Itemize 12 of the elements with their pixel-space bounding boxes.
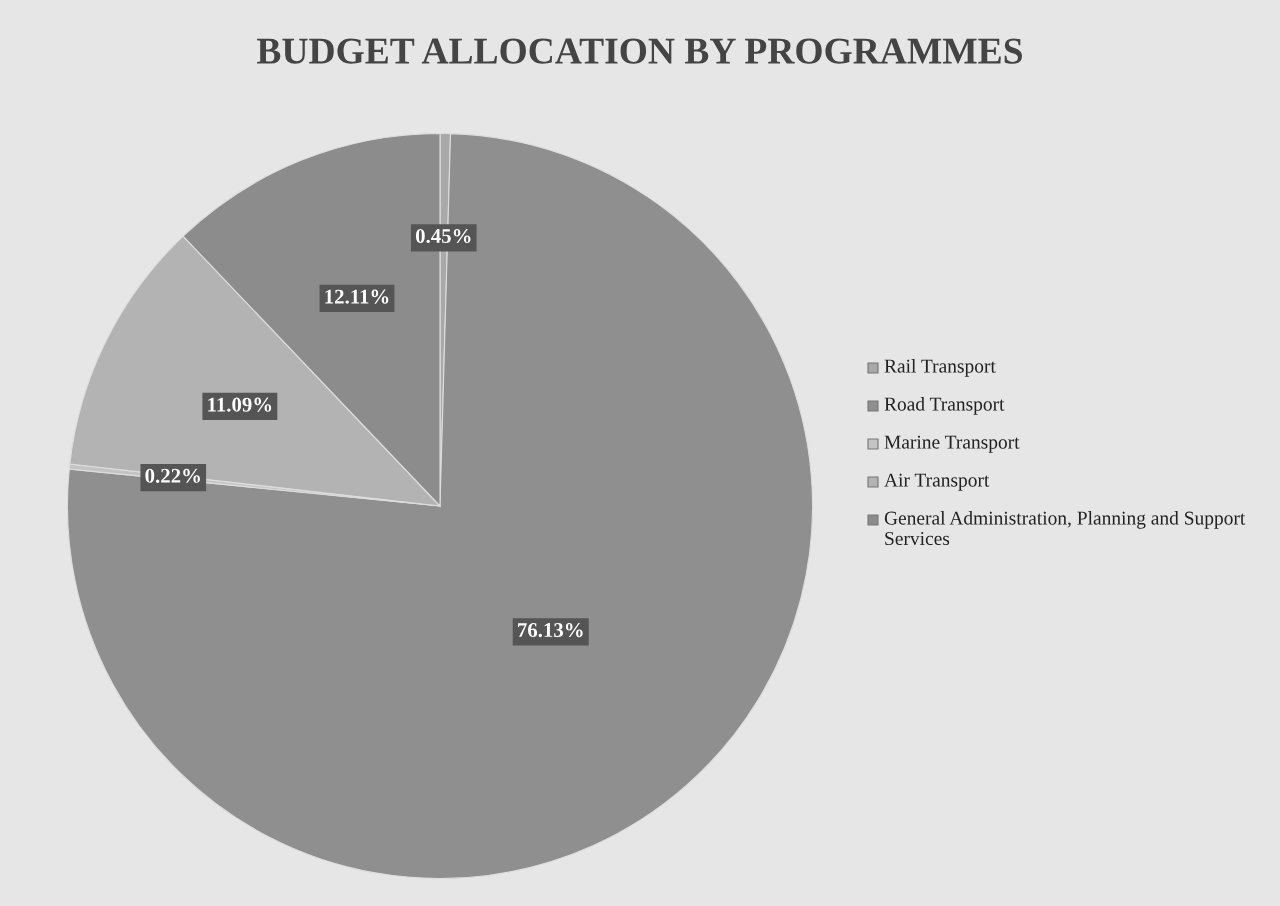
data-label: 0.22%: [145, 468, 200, 483]
chart-title: BUDGET ALLOCATION BY PROGRAMMES: [257, 38, 1022, 64]
data-label: 11.09%: [208, 397, 272, 412]
pie-slice: [66, 133, 814, 880]
data-label: 12.11%: [325, 289, 389, 304]
legend-label: General Administration, Planning and Support Services: [884, 511, 1246, 546]
data-label: 76.13%: [518, 623, 583, 638]
legend-label: Rail Transport: [884, 359, 996, 377]
data-label: 0.45%: [415, 228, 471, 244]
legend-label: Road Transport: [884, 397, 1005, 415]
legend-label: Air Transport: [884, 473, 990, 491]
legend-label: Marine Transport: [884, 435, 1020, 453]
